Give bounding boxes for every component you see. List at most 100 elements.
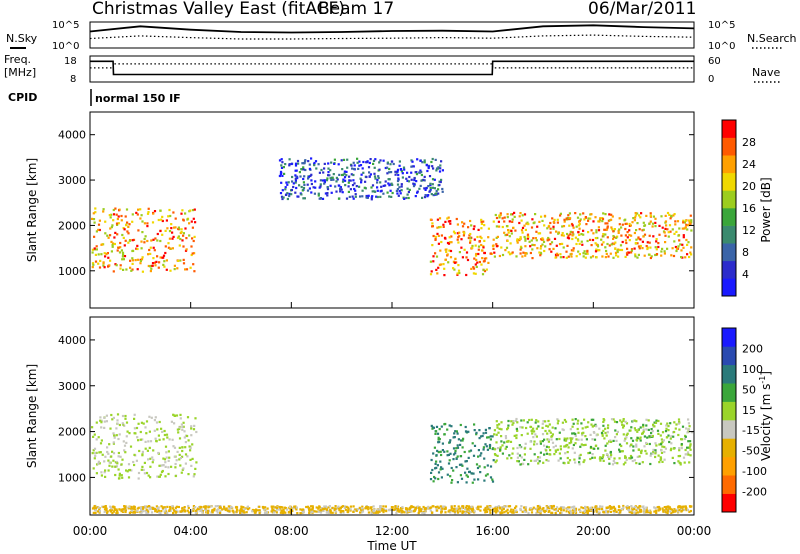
- velocity-cell: [434, 462, 437, 465]
- power-cell: [674, 223, 677, 226]
- velocity-cell: [115, 460, 119, 464]
- velocity-cell: [550, 511, 553, 514]
- power-cell: [522, 251, 525, 254]
- power-cell: [300, 168, 303, 171]
- velocity-cell: [666, 422, 669, 425]
- power-cell: [572, 249, 575, 252]
- velocity-cell: [441, 467, 444, 470]
- power-ytick-label: 3000: [58, 174, 86, 187]
- power-cell: [159, 209, 162, 212]
- velocity-cell: [118, 433, 121, 436]
- power-cell: [136, 258, 139, 261]
- velocity-cell: [443, 423, 446, 426]
- velocity-cell: [449, 439, 452, 442]
- power-cell: [548, 248, 551, 251]
- velocity-cell: [147, 511, 150, 514]
- power-cell: [571, 237, 574, 241]
- power-cell: [682, 234, 685, 237]
- power-cell: [342, 178, 345, 181]
- velocity-cell: [633, 508, 636, 511]
- velocity-cell: [461, 506, 465, 509]
- velocity-cell: [173, 455, 176, 458]
- velocity-cell: [139, 506, 142, 510]
- velocity-cell: [559, 457, 562, 460]
- velocity-cell: [192, 509, 195, 512]
- velocity-cell: [670, 511, 673, 514]
- power-cell: [556, 252, 559, 255]
- power-cell: [109, 227, 112, 230]
- velocity-cell: [602, 429, 605, 432]
- power-cell: [334, 185, 337, 188]
- velocity-cell: [403, 511, 406, 514]
- power-cell: [191, 226, 194, 229]
- power-cell: [604, 222, 607, 225]
- power-cell: [628, 239, 631, 242]
- nave-tick-top: 60: [708, 56, 721, 67]
- power-cell: [128, 223, 131, 226]
- velocity-cell: [498, 510, 501, 513]
- power-cell: [122, 268, 125, 271]
- velocity-cell: [630, 505, 633, 508]
- power-cell: [294, 164, 298, 167]
- velocity-cell: [662, 509, 665, 512]
- velocity-cell: [310, 505, 313, 508]
- power-cell: [579, 213, 582, 216]
- power-cell: [540, 245, 543, 248]
- power-cell: [190, 253, 193, 257]
- velocity-cell: [458, 507, 461, 510]
- velocity-cell: [536, 505, 539, 508]
- velocity-colorbar-tick: -100: [742, 465, 767, 478]
- velocity-cell: [578, 508, 581, 511]
- velocity-cell: [548, 423, 551, 426]
- power-cell: [495, 216, 499, 220]
- velocity-cell: [602, 511, 605, 514]
- power-cell: [280, 171, 283, 175]
- power-cell: [388, 184, 391, 187]
- power-cell: [387, 178, 390, 181]
- velocity-cell: [604, 427, 607, 430]
- power-cell: [538, 232, 542, 235]
- velocity-cell: [379, 506, 382, 509]
- power-cell: [388, 195, 391, 198]
- nave-tick-bottom: 0: [708, 74, 714, 85]
- velocity-cell: [447, 453, 450, 456]
- power-cell: [462, 234, 465, 237]
- velocity-cell: [515, 428, 518, 431]
- velocity-cell: [673, 462, 676, 465]
- velocity-cell: [151, 461, 154, 464]
- velocity-cell: [527, 463, 530, 466]
- power-cell: [682, 236, 685, 239]
- power-cell: [353, 167, 356, 171]
- velocity-cell: [199, 509, 202, 513]
- velocity-cell: [256, 509, 259, 512]
- velocity-cell: [552, 504, 555, 508]
- velocity-cell: [563, 445, 566, 448]
- velocity-cell: [686, 431, 689, 434]
- power-cell: [520, 246, 523, 249]
- velocity-cell: [554, 444, 557, 447]
- power-cell: [560, 234, 563, 237]
- power-cell: [343, 172, 346, 175]
- power-cell: [290, 193, 293, 196]
- velocity-cell: [505, 445, 508, 448]
- power-cell: [148, 248, 151, 252]
- velocity-cell: [602, 454, 605, 457]
- power-cell: [172, 235, 175, 238]
- velocity-cell: [126, 430, 129, 433]
- power-cell: [688, 223, 691, 226]
- velocity-cell: [499, 448, 502, 451]
- velocity-cell: [579, 445, 582, 448]
- power-cell: [407, 180, 411, 183]
- power-cell: [326, 194, 329, 197]
- power-cell: [440, 178, 443, 181]
- velocity-cell: [168, 438, 171, 441]
- velocity-cell: [576, 427, 579, 431]
- velocity-cell: [509, 510, 512, 513]
- power-cell: [634, 255, 637, 258]
- velocity-cell: [485, 445, 488, 448]
- velocity-cell: [581, 432, 584, 435]
- power-cell: [402, 166, 406, 169]
- velocity-cell: [546, 506, 549, 509]
- velocity-cell: [92, 506, 95, 509]
- velocity-cell: [143, 461, 146, 464]
